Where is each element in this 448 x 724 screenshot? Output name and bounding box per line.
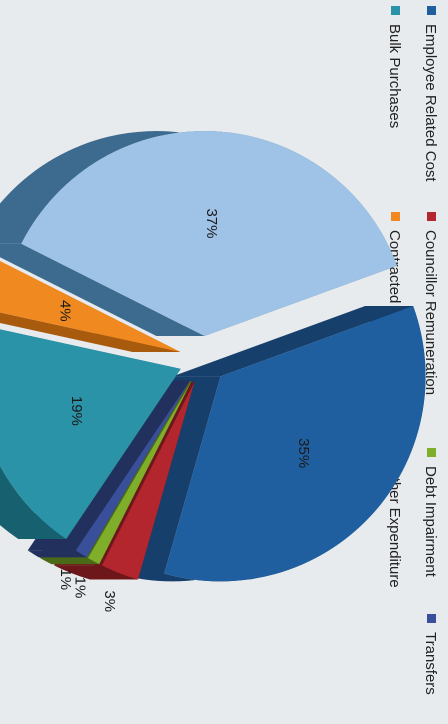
- legend-label-bulk-purchases: Bulk Purchases: [386, 24, 403, 128]
- legend-label-debt-impairment: Debt Impairment: [422, 466, 439, 578]
- slice-employee-related-cost: [164, 306, 426, 582]
- legend-label-employee-related-cost: Employee Related Cost: [422, 24, 439, 182]
- pie-slices: [0, 131, 426, 582]
- slice-label-debt-impairment: 1%: [71, 577, 88, 599]
- slice-councillor-remuneration: [102, 382, 195, 580]
- legend-swatch-employee-related-cost: [427, 6, 436, 15]
- slice-other-expenditure: [21, 131, 397, 337]
- legend-swatch-councillor-remuneration: [427, 212, 436, 221]
- slice-contracted-services: [0, 259, 181, 352]
- slice-label-transfers: 1%: [57, 568, 74, 590]
- slice-bulk-purchases: [0, 325, 181, 539]
- legend-swatch-debt-impairment: [427, 448, 436, 457]
- legend-swatch-contracted-services: [391, 212, 400, 221]
- legend-swatch-bulk-purchases: [391, 6, 400, 15]
- slice-labels: 35% 3% 1%1% 19% 4% 37%: [57, 208, 313, 612]
- slice-label-employee-related-cost: 35%: [295, 438, 312, 468]
- legend: Employee Related Cost Councillor Remunera…: [386, 6, 439, 695]
- legend-label-councillor-remuneration: Councillor Remuneration: [422, 230, 439, 395]
- slice-transfers: [75, 380, 191, 558]
- legend-label-other-expenditure: Other Expenditure: [386, 466, 403, 588]
- slice-debt-impairment: [87, 381, 192, 565]
- slice-wall-other-expenditure: [0, 243, 205, 337]
- slice-label-other-expenditure: 37%: [203, 208, 220, 238]
- legend-swatch-transfers: [427, 614, 436, 623]
- slice-label-councillor-remuneration: 3%: [101, 590, 118, 612]
- slice-label-bulk-purchases: 19%: [68, 396, 85, 426]
- legend-label-transfers: Transfers: [422, 632, 439, 695]
- slice-wall-employee-related-cost: [172, 306, 414, 377]
- slice-label-contracted-services: 4%: [57, 300, 74, 322]
